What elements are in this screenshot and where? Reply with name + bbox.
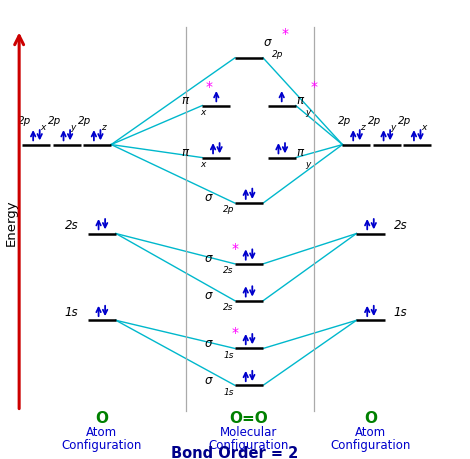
Text: 2p: 2p bbox=[48, 116, 61, 126]
Text: $\pi$: $\pi$ bbox=[296, 94, 305, 107]
Text: *: * bbox=[206, 80, 213, 94]
Text: $\sigma$: $\sigma$ bbox=[204, 252, 214, 265]
Text: $\sigma$: $\sigma$ bbox=[204, 374, 214, 386]
Text: $\pi$: $\pi$ bbox=[181, 94, 191, 107]
Text: y: y bbox=[305, 108, 311, 117]
Text: 2s: 2s bbox=[394, 219, 407, 232]
Text: $\pi$: $\pi$ bbox=[296, 146, 305, 159]
Text: $\pi$: $\pi$ bbox=[181, 146, 191, 159]
Text: $\sigma$: $\sigma$ bbox=[263, 36, 273, 49]
Text: *: * bbox=[282, 27, 289, 41]
Text: *: * bbox=[232, 242, 238, 256]
Text: x: x bbox=[200, 108, 205, 117]
Text: 2p: 2p bbox=[17, 116, 31, 126]
Text: *: * bbox=[311, 80, 318, 94]
Text: Atom: Atom bbox=[355, 425, 386, 439]
Text: 1s: 1s bbox=[223, 351, 234, 360]
Text: x: x bbox=[40, 123, 46, 132]
Text: 2p: 2p bbox=[399, 116, 412, 126]
Text: 2p: 2p bbox=[368, 116, 381, 126]
Text: 2s: 2s bbox=[223, 266, 234, 275]
Text: Configuration: Configuration bbox=[330, 439, 411, 452]
Text: O: O bbox=[95, 411, 109, 426]
Text: 2p: 2p bbox=[337, 116, 351, 126]
Text: x: x bbox=[200, 160, 205, 169]
Text: z: z bbox=[101, 123, 106, 132]
Text: 2p: 2p bbox=[78, 116, 92, 126]
Text: Configuration: Configuration bbox=[209, 439, 289, 452]
Text: $\sigma$: $\sigma$ bbox=[204, 289, 214, 302]
Text: Energy: Energy bbox=[5, 199, 18, 246]
Text: y: y bbox=[70, 123, 76, 132]
Text: 2s: 2s bbox=[223, 303, 234, 312]
Text: z: z bbox=[360, 123, 365, 132]
Text: 1s: 1s bbox=[223, 387, 234, 397]
Text: Configuration: Configuration bbox=[62, 439, 142, 452]
Text: y: y bbox=[391, 123, 396, 132]
Text: y: y bbox=[305, 160, 311, 169]
Text: *: * bbox=[232, 326, 238, 340]
Text: 2p: 2p bbox=[273, 50, 284, 59]
Text: x: x bbox=[421, 123, 426, 132]
Text: O=O: O=O bbox=[230, 411, 268, 426]
Text: O: O bbox=[364, 411, 377, 426]
Text: Atom: Atom bbox=[86, 425, 118, 439]
Text: 1s: 1s bbox=[65, 306, 78, 319]
Text: 1s: 1s bbox=[394, 306, 407, 319]
Text: Molecular: Molecular bbox=[220, 425, 278, 439]
Text: 2s: 2s bbox=[65, 219, 78, 232]
Text: $\sigma$: $\sigma$ bbox=[204, 191, 214, 204]
Text: Bond Order = 2: Bond Order = 2 bbox=[172, 446, 298, 459]
Text: 2p: 2p bbox=[223, 205, 235, 214]
Text: $\sigma$: $\sigma$ bbox=[204, 337, 214, 350]
